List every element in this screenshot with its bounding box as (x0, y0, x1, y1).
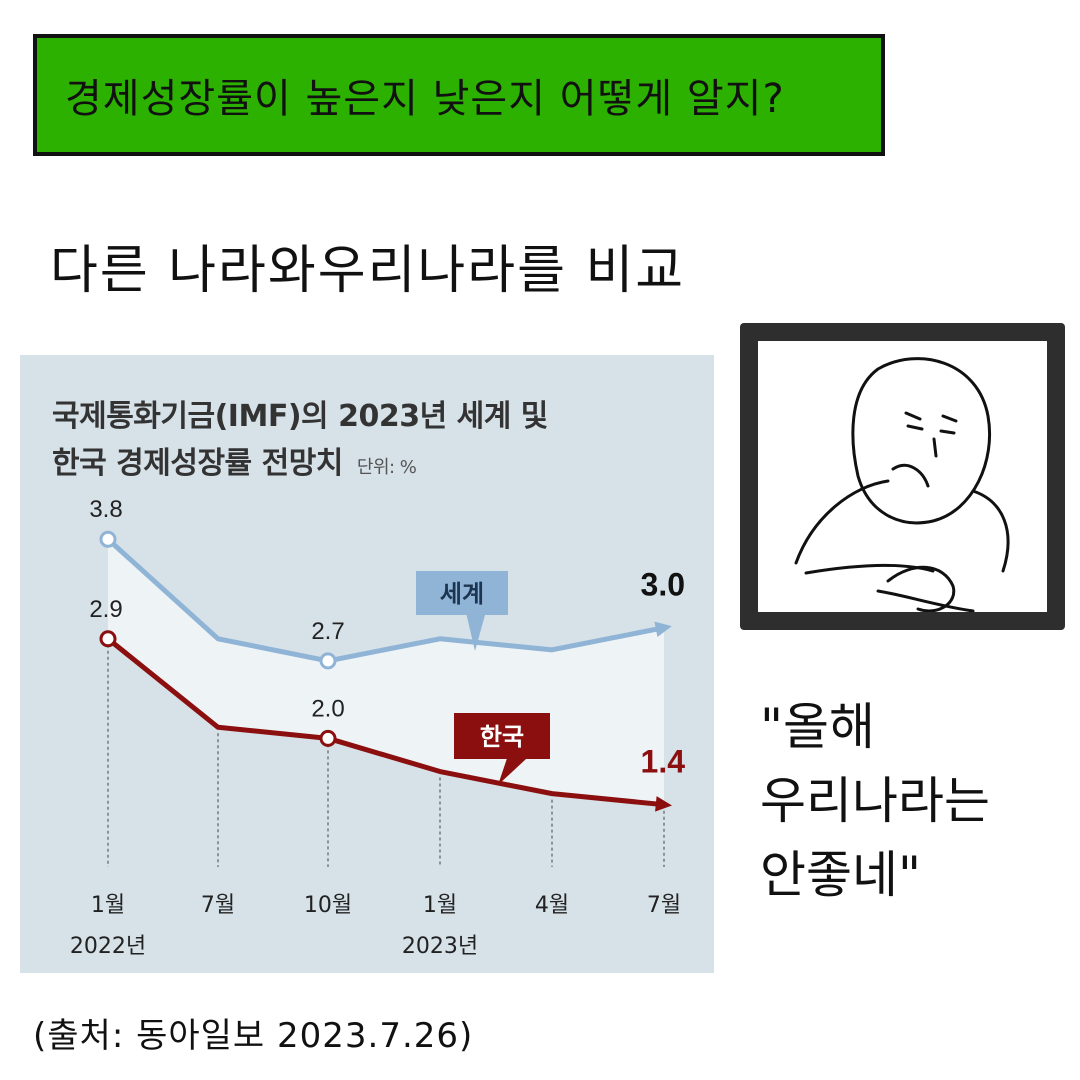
source-citation: (출처: 동아일보 2023.7.26) (33, 1016, 474, 1056)
x-tick-label: 4월 (535, 893, 569, 918)
quote-line: "올해 (760, 698, 875, 756)
data-point-marker (99, 630, 117, 648)
korea-legend-label: 한국 (480, 723, 524, 751)
data-label: 1.4 (641, 744, 686, 780)
chart-title-line2: 한국 경제성장률 전망치 단위: % (52, 438, 417, 482)
thinking-person-icon (794, 357, 1010, 613)
korea-series-line (106, 636, 665, 808)
x-tick-label: 1월 (423, 893, 457, 918)
comparison-subtitle: 다른 나라와우리나라를 비교 (50, 241, 686, 301)
banner-text: 경제성장률이 높은지 낮은지 어떻게 알지? (65, 76, 785, 122)
world-series-line (106, 537, 665, 664)
data-label: 2.9 (89, 596, 122, 623)
world-legend-tail (466, 615, 485, 651)
chart-title-text: 한국 경제성장률 전망치 (52, 446, 343, 481)
data-label: 3.8 (89, 496, 122, 523)
quote-text: "올해 우리나라는 안좋네" (760, 690, 990, 912)
korea-arrowhead (655, 796, 672, 812)
chart-title-line1: 국제통화기금(IMF)의 2023년 세계 및 (52, 399, 548, 434)
world-legend-label: 세계 (440, 580, 484, 608)
x-year-label: 2022년 (70, 934, 146, 959)
shaded-area (108, 539, 664, 805)
korea-legend-tail (498, 759, 526, 785)
data-label: 2.7 (311, 618, 344, 645)
data-label: 2.0 (311, 695, 344, 722)
chart-unit: 단위: % (356, 457, 417, 478)
data-point-marker (319, 729, 337, 747)
title-banner: 경제성장률이 높은지 낮은지 어떻게 알지? (33, 34, 885, 156)
x-tick-label: 7월 (201, 893, 235, 918)
quote-line: 안좋네" (760, 846, 921, 904)
world-arrowhead (654, 621, 672, 637)
x-tick-label: 7월 (647, 893, 681, 918)
world-legend-box (416, 571, 508, 615)
data-label: 3.0 (641, 567, 685, 603)
korea-legend-box (454, 713, 550, 759)
x-year-label: 2023년 (402, 934, 478, 959)
quote-line: 우리나라는 (760, 772, 990, 830)
data-point-marker (99, 530, 117, 548)
data-point-marker (319, 652, 337, 670)
thinking-person-illustration (740, 323, 1065, 630)
x-tick-label: 10월 (304, 893, 352, 918)
x-tick-label: 1월 (91, 893, 125, 918)
